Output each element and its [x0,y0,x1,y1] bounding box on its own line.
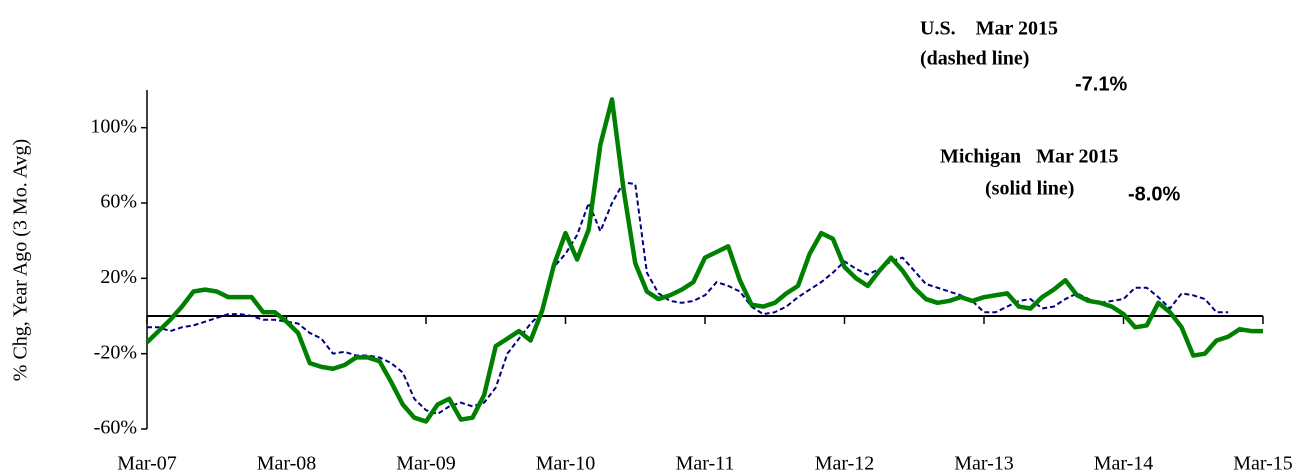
annotation: (dashed line) [920,48,1029,70]
x-tick-label: Mar-14 [1094,453,1154,474]
y-tick-label: -20% [94,341,137,363]
annotation: -7.1% [1075,73,1127,95]
y-axis-label: % Chg, Year Ago (3 Mo. Avg) [10,139,32,381]
x-tick-label: Mar-11 [676,453,735,474]
x-tick-label: Mar-12 [815,453,875,474]
annotation: Michigan Mar 2015 [940,146,1119,168]
y-tick-label: 60% [100,191,137,213]
annotation: (solid line) [985,178,1074,200]
x-tick-label: Mar-10 [536,453,596,474]
x-tick-label: Mar-08 [257,453,317,474]
y-tick-label: 100% [90,115,137,137]
dashed-line [147,181,1229,415]
solid-line [145,97,1263,424]
x-tick-label: Mar-15 [1233,453,1293,474]
y-tick-label: -60% [94,417,137,439]
x-tick-label: Mar-13 [954,453,1014,474]
x-tick-label: Mar-07 [117,453,177,474]
annotation: U.S. Mar 2015 [920,18,1058,40]
y-tick-label: 20% [100,266,137,288]
annotation: -8.0% [1128,183,1180,205]
x-tick-label: Mar-09 [396,453,456,474]
